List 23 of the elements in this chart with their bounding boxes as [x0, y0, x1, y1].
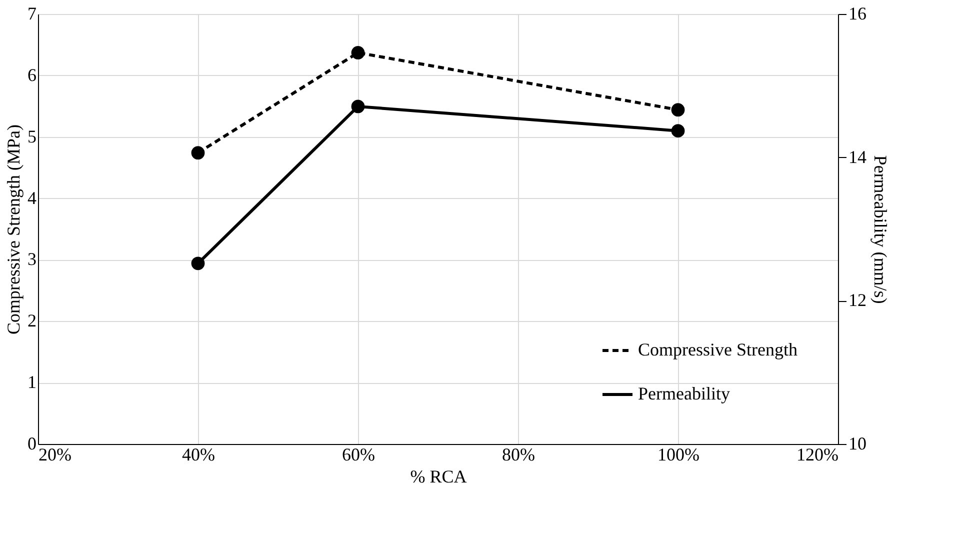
legend-label: Compressive Strength: [638, 340, 798, 360]
y2-tick-label: 12: [848, 290, 866, 310]
x-tick-label: 40%: [182, 444, 215, 464]
y-tick-label: 1: [28, 372, 36, 392]
x-tick-label: 80%: [502, 444, 535, 464]
y-tick-label: 7: [28, 4, 36, 24]
x-tick-label: 20%: [38, 444, 72, 464]
x-axis-title: % RCA: [410, 466, 467, 486]
y-tick-label: 4: [28, 188, 36, 208]
y-tick-label: 5: [28, 126, 36, 146]
y-tick-label: 0: [28, 434, 36, 454]
x-tick-label: 120%: [796, 444, 838, 464]
x-tick-label: 60%: [342, 444, 375, 464]
x-tick-label: 100%: [658, 444, 700, 464]
y2-tick-label: 16: [848, 4, 866, 24]
y2-tick-label: 10: [848, 434, 866, 454]
y-tick-label: 6: [28, 64, 36, 85]
legend-label: Permeability: [638, 384, 730, 404]
y2-axis-title: Permeability (mm/s): [870, 155, 890, 304]
y-axis-title: Compressive Strength (MPa): [4, 124, 24, 334]
y2-tick-label: 14: [848, 146, 866, 167]
y-tick-label: 2: [28, 310, 36, 331]
y-tick-label: 3: [28, 249, 36, 270]
